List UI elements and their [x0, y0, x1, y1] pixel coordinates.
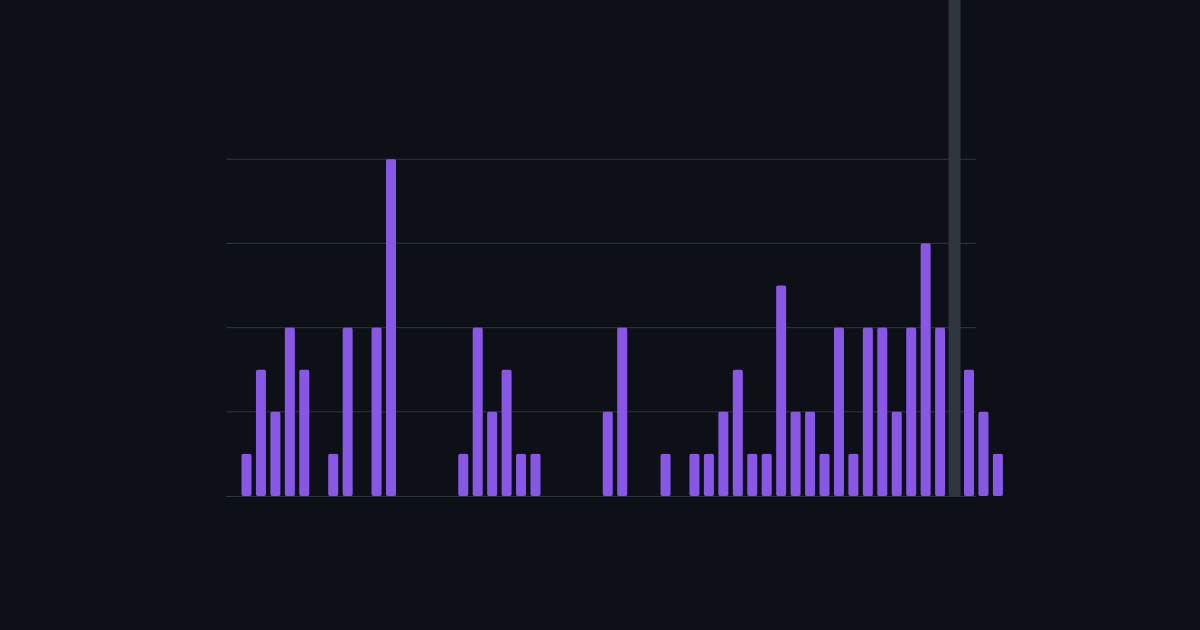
chart-bar[interactable] — [848, 453, 859, 496]
chart-bar[interactable] — [386, 159, 396, 496]
chart-bar[interactable] — [747, 453, 758, 496]
chart-bar[interactable] — [602, 411, 613, 496]
chart-bar[interactable] — [992, 453, 1003, 496]
chart-bar[interactable] — [328, 453, 339, 496]
bars — [241, 159, 1003, 497]
chart-bar[interactable] — [732, 369, 743, 496]
chart-bar[interactable] — [891, 411, 902, 496]
grid-lines — [226, 158, 976, 413]
chart-bar[interactable] — [487, 411, 498, 496]
chart-bar[interactable] — [270, 411, 281, 496]
chart-bar[interactable] — [703, 453, 714, 496]
chart-bar[interactable] — [472, 327, 483, 496]
chart-bar[interactable] — [978, 411, 989, 496]
chart-bar[interactable] — [516, 453, 527, 496]
chart-bar[interactable] — [790, 411, 801, 496]
chart-bar[interactable] — [761, 453, 772, 496]
chart-bar[interactable] — [906, 327, 917, 496]
chart-bar[interactable] — [501, 369, 512, 496]
chart-bar[interactable] — [964, 369, 974, 496]
chart-bar[interactable] — [458, 453, 469, 496]
chart-bar[interactable] — [660, 453, 671, 496]
chart-bar[interactable] — [935, 327, 946, 496]
chart-bar[interactable] — [776, 285, 787, 497]
chart-bar[interactable] — [689, 453, 700, 496]
chart-bar[interactable] — [862, 327, 873, 496]
chart-bar[interactable] — [342, 327, 353, 496]
highlight-layer — [948, 0, 961, 496]
chart-bar[interactable] — [805, 411, 816, 496]
chart-bar[interactable] — [920, 243, 931, 496]
chart-bar[interactable] — [718, 411, 729, 496]
chart-bar[interactable] — [530, 453, 541, 496]
chart-bar[interactable] — [617, 327, 628, 496]
chart-bar[interactable] — [284, 327, 295, 496]
chart-bar[interactable] — [255, 369, 266, 496]
chart-bar[interactable] — [241, 453, 252, 496]
chart-bar[interactable] — [819, 453, 830, 496]
hover-highlight-column — [948, 0, 961, 496]
chart-bar[interactable] — [299, 369, 310, 496]
chart-bar[interactable] — [371, 327, 382, 496]
chart-bar[interactable] — [833, 327, 844, 496]
chart-bar[interactable] — [877, 327, 888, 496]
